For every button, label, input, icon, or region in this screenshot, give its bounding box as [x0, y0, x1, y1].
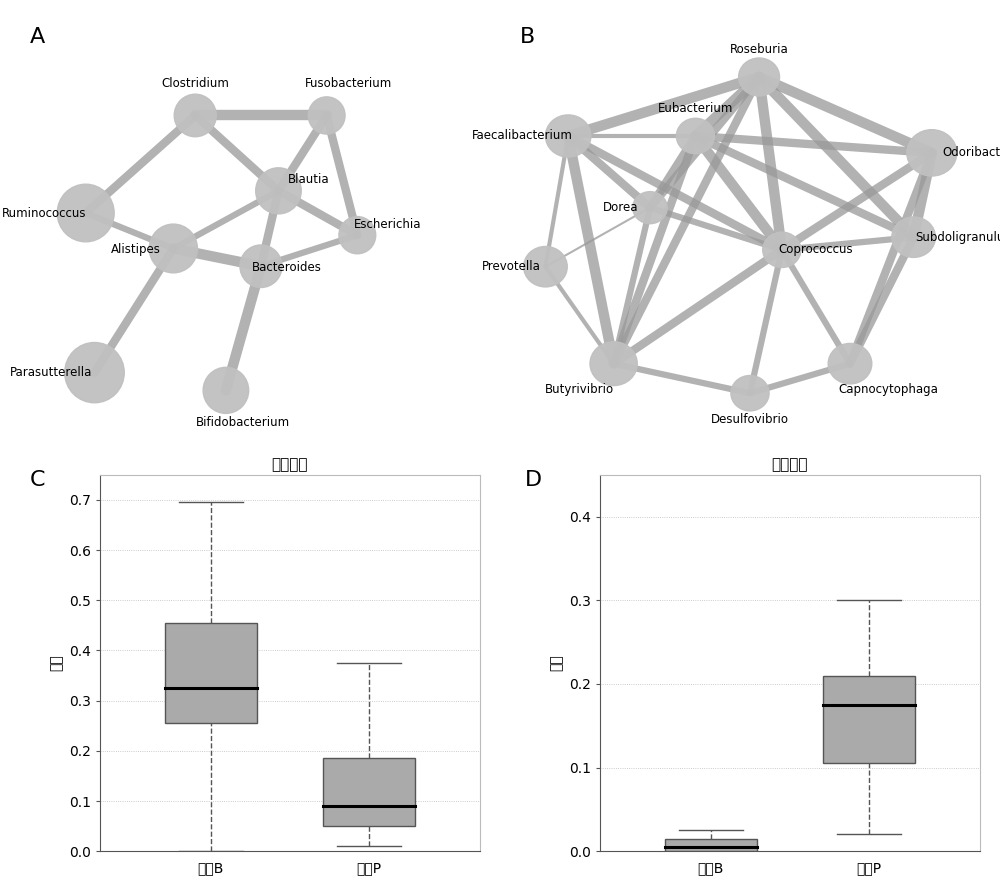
Text: Bacteroides: Bacteroides — [252, 261, 322, 273]
Text: Alistipes: Alistipes — [111, 243, 161, 256]
Circle shape — [339, 217, 376, 254]
Circle shape — [240, 245, 282, 288]
Circle shape — [256, 168, 301, 214]
Text: D: D — [525, 470, 542, 490]
Circle shape — [763, 232, 801, 268]
Circle shape — [308, 97, 345, 134]
Text: A: A — [30, 27, 45, 47]
Text: Fusobacterium: Fusobacterium — [305, 77, 392, 90]
Text: Dorea: Dorea — [603, 202, 638, 214]
FancyBboxPatch shape — [323, 758, 415, 826]
Circle shape — [65, 342, 124, 403]
FancyBboxPatch shape — [165, 623, 257, 723]
Text: Coprococcus: Coprococcus — [779, 244, 853, 256]
Circle shape — [590, 341, 637, 385]
Circle shape — [731, 375, 769, 411]
Text: Faecalibacterium: Faecalibacterium — [472, 130, 573, 142]
Circle shape — [739, 58, 780, 96]
Text: Butyrivibrio: Butyrivibrio — [545, 383, 614, 396]
Circle shape — [524, 246, 567, 287]
Text: Parasutterella: Parasutterella — [9, 366, 92, 379]
Y-axis label: 丰度: 丰度 — [549, 655, 563, 671]
Circle shape — [545, 115, 591, 157]
Text: C: C — [30, 470, 46, 490]
Y-axis label: 丰度: 丰度 — [49, 655, 63, 671]
Text: Clostridium: Clostridium — [161, 77, 229, 90]
Title: 普氏菌属: 普氏菌属 — [772, 457, 808, 472]
Title: 拟杆菌属: 拟杆菌属 — [272, 457, 308, 472]
Text: Ruminococcus: Ruminococcus — [2, 206, 86, 220]
Text: Bifidobacterium: Bifidobacterium — [196, 416, 290, 429]
Text: Roseburia: Roseburia — [730, 43, 788, 56]
Text: Odoribacter: Odoribacter — [942, 146, 1000, 159]
Circle shape — [203, 367, 249, 413]
Text: Eubacterium: Eubacterium — [658, 102, 733, 115]
Text: Desulfovibrio: Desulfovibrio — [711, 413, 789, 426]
FancyBboxPatch shape — [665, 839, 757, 851]
Circle shape — [149, 224, 197, 273]
Text: B: B — [520, 27, 535, 47]
Text: Subdoligranulum: Subdoligranulum — [915, 230, 1000, 244]
Circle shape — [892, 217, 935, 257]
Circle shape — [828, 343, 872, 383]
Circle shape — [907, 130, 957, 176]
Text: Blautia: Blautia — [288, 173, 330, 186]
Circle shape — [174, 94, 216, 137]
Circle shape — [633, 192, 667, 224]
Text: Escherichia: Escherichia — [354, 218, 422, 230]
Circle shape — [57, 185, 114, 242]
Text: Capnocytophaga: Capnocytophaga — [839, 383, 939, 396]
FancyBboxPatch shape — [823, 676, 915, 763]
Circle shape — [676, 118, 715, 154]
Text: Prevotella: Prevotella — [482, 260, 541, 273]
